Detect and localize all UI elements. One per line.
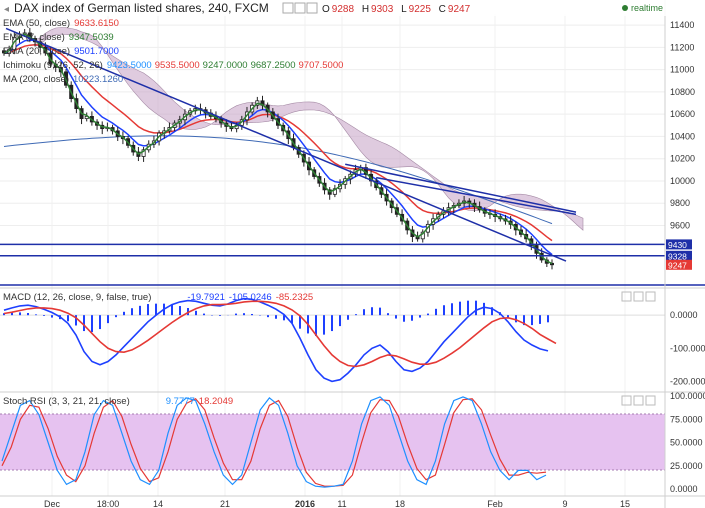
legend-ema7[interactable]: EMA (7, close) 9347.5039: [3, 32, 114, 43]
candle-body: [332, 188, 337, 195]
ma200-line: [3, 135, 553, 225]
macd-panel: [0, 297, 665, 383]
time-axis-label: Feb: [487, 499, 503, 508]
time-axis-label: 11: [337, 499, 346, 508]
price-axis-label: 9800: [670, 198, 690, 208]
ohlc-l-label: L: [401, 4, 407, 15]
pane-up-icon[interactable]: [621, 395, 632, 406]
collapse-icon[interactable]: ◂: [4, 4, 9, 15]
legend-ema20[interactable]: EMA (20, close) 9501.7000: [3, 46, 119, 57]
price-axis-label: 10600: [670, 109, 695, 119]
time-axis-label: 18: [395, 499, 405, 508]
header-settings-buttons[interactable]: [282, 2, 318, 14]
indicator-legend: EMA (50, close) 9633.6150 EMA (7, close) 9…: [3, 18, 343, 85]
pane-down-icon[interactable]: [633, 291, 644, 302]
stoch-k-line: [1, 396, 547, 488]
stoch-axis-label: 0.0000: [670, 484, 698, 494]
close-icon[interactable]: [306, 2, 318, 14]
ema7-line: [3, 33, 553, 265]
ohlc-l-value: 9225: [409, 4, 432, 15]
price-tag-label: 9430: [668, 240, 687, 250]
ohlc-c-label: C: [439, 4, 446, 15]
candle-body: [141, 149, 146, 157]
chart-title: DAX index of German listed shares, 240, …: [14, 1, 269, 15]
realtime-dot-icon: [622, 5, 628, 11]
stoch-axis-label: 50.0000: [670, 438, 703, 448]
ohlc-c-value: 9247: [448, 4, 471, 15]
stoch-d-line: [1, 398, 547, 487]
time-axis-label: 21: [220, 499, 230, 508]
gear-icon[interactable]: [294, 2, 306, 14]
trendline: [345, 163, 577, 213]
price-tag-label: 9328: [668, 251, 687, 261]
ohlc-h-label: H: [362, 4, 369, 15]
macd-axis-label: 0.0000: [670, 310, 698, 320]
realtime-label: realtime: [631, 3, 663, 13]
macd-axis-label: -100.0000: [670, 343, 705, 353]
price-axis-label: 11200: [670, 42, 694, 52]
time-axis-label: 2016: [295, 499, 315, 508]
price-tag-bg: [666, 250, 692, 261]
stoch-band: [0, 414, 665, 470]
pane-maximize-icon[interactable]: [645, 291, 656, 302]
eye-icon[interactable]: [282, 2, 294, 14]
pane-maximize-icon[interactable]: [645, 395, 656, 406]
price-axis-label: 10000: [670, 176, 695, 186]
price-axis-label: 10200: [670, 154, 695, 164]
legend-stoch[interactable]: Stoch RSI (3, 3, 21, 21, close) 9.7777 18.…: [3, 396, 233, 407]
trendline: [5, 27, 567, 262]
ema7-path: [3, 33, 553, 265]
price-axis-label: 9600: [670, 221, 690, 231]
macd-line: [3, 297, 549, 383]
time-axis-label: 14: [153, 499, 163, 508]
time-axis: Dec 18:00 14 21 2016 11 18 Feb 9 15: [44, 499, 630, 508]
stoch-axis-label: 25.0000: [670, 461, 703, 471]
stoch-panel: [1, 396, 547, 488]
price-axis-label: 11400: [670, 20, 694, 30]
price-tag-bg: [666, 259, 692, 270]
stoch-axis-label: 75.0000: [670, 414, 703, 424]
pane-up-icon[interactable]: [621, 291, 632, 302]
time-axis-label: 18:00: [97, 499, 120, 508]
trendlines: [0, 27, 665, 262]
macd-axis: 0.0000 -100.0000 -200.0000: [670, 310, 705, 386]
ohlc-h-value: 9303: [371, 4, 394, 15]
price-axis: 11400 11200 11000 10800 10600 10400 10200 10000…: [670, 20, 695, 230]
chart-header: ◂ DAX index of German listed shares, 240…: [0, 0, 705, 16]
ohlc-o-value: 9288: [332, 4, 355, 15]
macd-axis-label: -200.0000: [670, 376, 705, 386]
trendline: [376, 176, 577, 216]
legend-ma200[interactable]: MA (200, close) 10223.1260: [3, 74, 123, 85]
ma200-path: [3, 135, 553, 225]
pane-controls-main[interactable]: [621, 291, 656, 406]
price-tag-label: 9247: [668, 260, 687, 270]
legend-ichimoku[interactable]: Ichimoku (9, 26, 52, 26) 9423.5000 9535.50…: [3, 60, 343, 71]
time-axis-label: 15: [620, 499, 630, 508]
price-axis-label: 10400: [670, 131, 695, 141]
legend-ema50[interactable]: EMA (50, close) 9633.6150: [3, 18, 119, 29]
ohlc-o-label: O: [322, 4, 330, 15]
legend-macd[interactable]: MACD (12, 26, close, 9, false, true) -19.…: [3, 292, 313, 303]
price-axis-label: 10800: [670, 87, 695, 97]
macd-signal-line: [3, 300, 557, 368]
price-axis-label: 11000: [670, 65, 694, 75]
stoch-axis-label: 100.0000: [670, 391, 705, 401]
price-tag-bg: [666, 239, 692, 250]
time-axis-label: Dec: [44, 499, 61, 508]
stoch-axis: 100.0000 75.0000 50.0000 25.0000 0.0000: [670, 391, 705, 494]
time-axis-label: 9: [562, 499, 567, 508]
pane-down-icon[interactable]: [633, 395, 644, 406]
